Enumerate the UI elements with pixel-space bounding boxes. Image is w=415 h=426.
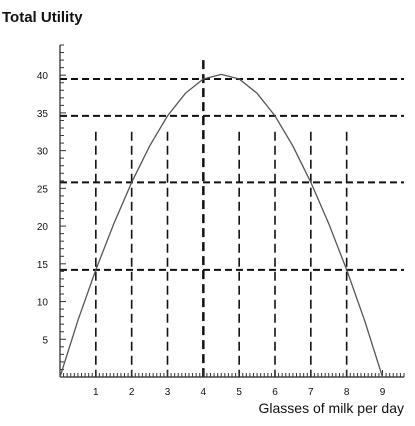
x-tick-label-2: 2 <box>129 387 135 398</box>
x-tick-label-8: 8 <box>344 387 350 398</box>
y-axis-ticks: 5 10 15 20 25 30 35 40 <box>37 71 49 346</box>
y-tick-label-15: 15 <box>37 260 49 271</box>
y-tick-label-25: 25 <box>37 184 49 195</box>
x-tick-label-7: 7 <box>308 387 314 398</box>
x-tick-label-9: 9 <box>380 387 386 398</box>
x-tick-label-3: 3 <box>165 387 171 398</box>
y-tick-label-40: 40 <box>37 71 49 82</box>
x-tick-label-6: 6 <box>272 387 278 398</box>
y-tick-label-35: 35 <box>37 109 49 120</box>
y-tick-label-5: 5 <box>42 335 48 346</box>
x-tick-label-4: 4 <box>201 387 207 398</box>
x-axis-label: Glasses of milk per day <box>259 400 405 416</box>
series-layer <box>59 73 384 378</box>
chart-title: Total Utility <box>2 9 83 26</box>
y-tick-label-30: 30 <box>37 147 49 158</box>
axes <box>59 44 405 378</box>
x-tick-label-1: 1 <box>93 387 99 398</box>
y-tick-label-10: 10 <box>37 298 49 309</box>
reference-lines <box>60 60 404 377</box>
y-tick-label-20: 20 <box>37 222 49 233</box>
total-utility-curve-1 <box>59 73 384 378</box>
x-tick-label-5: 5 <box>236 387 242 398</box>
x-axis-ticks: 1 2 3 4 5 6 7 8 9 <box>93 387 386 398</box>
